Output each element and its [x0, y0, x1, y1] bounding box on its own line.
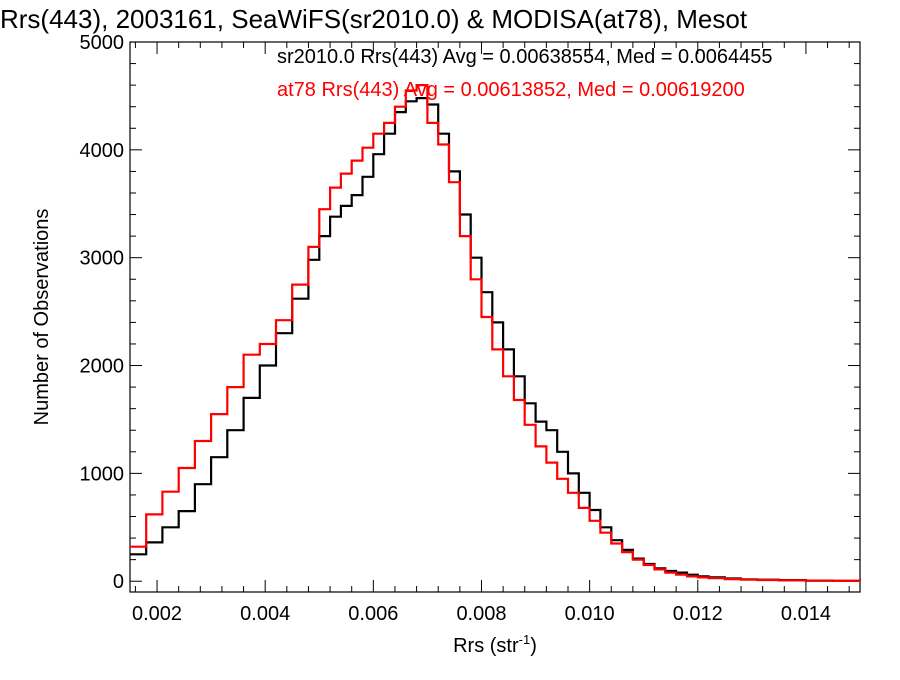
y-tick-label: 0	[113, 571, 124, 593]
plot-frame	[129, 41, 861, 593]
y-axis-label: Number of Observations	[31, 209, 53, 426]
x-tick-label: 0.002	[132, 603, 182, 625]
y-tick-label: 3000	[80, 248, 125, 270]
x-tick-label: 0.006	[348, 603, 398, 625]
y-tick-label: 1000	[80, 463, 125, 485]
y-tick-label: 5000	[80, 32, 125, 54]
chart-title: Rrs(443), 2003161, SeaWiFS(sr2010.0) & M…	[0, 4, 748, 34]
x-axis-label-sup: -1	[519, 632, 531, 647]
x-axis-label-main: Rrs (str	[453, 635, 519, 657]
annotation-sr2010: sr2010.0 Rrs(443) Avg = 0.00638554, Med …	[277, 46, 773, 68]
x-tick-label: 0.004	[240, 603, 290, 625]
y-tick-label: 4000	[80, 140, 125, 162]
series-sr2010-line	[130, 97, 862, 582]
annotation-at78: at78 Rrs(443) Avg = 0.00613852, Med = 0.…	[277, 79, 745, 101]
axis-ticks: 0.002 0.004 0.006 0.008 0.010 0.012 0.014 0 1000…	[80, 32, 860, 625]
x-axis-label-close: )	[530, 635, 537, 657]
x-tick-label: 0.010	[565, 603, 615, 625]
series-at78-line	[130, 84, 862, 582]
series-layer	[130, 84, 862, 582]
x-tick-label: 0.014	[781, 603, 831, 625]
x-tick-label: 0.008	[456, 603, 506, 625]
y-tick-label: 2000	[80, 356, 125, 378]
x-tick-label: 0.012	[673, 603, 723, 625]
x-axis-label: Rrs (str-1)	[453, 632, 537, 657]
